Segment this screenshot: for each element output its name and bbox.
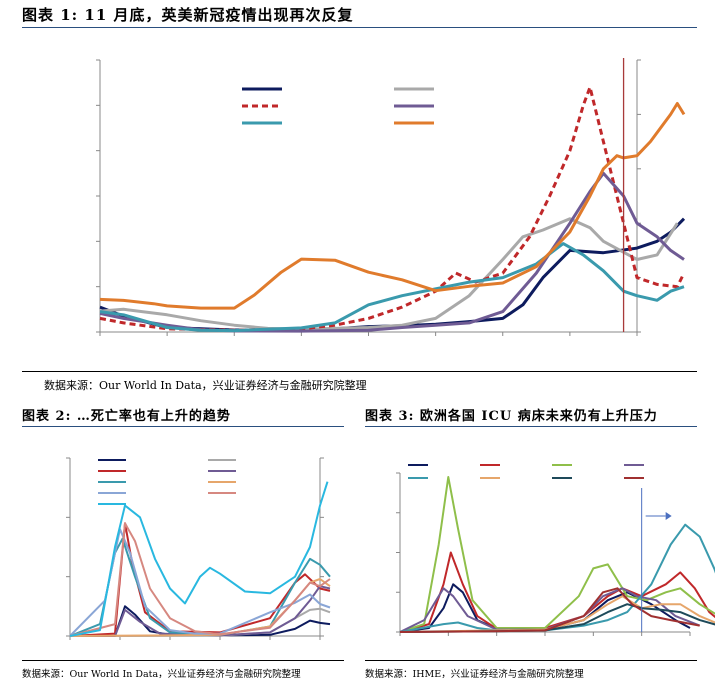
figure-3-source-rule — [365, 660, 697, 661]
figure-1-source-rule — [22, 371, 697, 372]
forecast-arrowhead — [665, 512, 672, 520]
series-line-8 — [69, 481, 329, 637]
figure-1-source: 数据来源：Our World In Data，兴业证券经济与金融研究院整理 — [44, 379, 367, 392]
figure-3-source: 数据来源：IHME，兴业证券经济与金融研究院整理 — [365, 669, 584, 680]
figure-3-title: 图表 3: 欧洲各国 ICU 病床未来仍有上升压力 — [365, 409, 658, 424]
figure-2-title-rule — [22, 426, 344, 427]
chart-1 — [96, 58, 686, 336]
figure-3-title-rule — [365, 426, 697, 427]
series-line-2 — [99, 85, 686, 332]
series-line-2 — [399, 476, 715, 633]
figure-2-source-rule — [22, 660, 344, 661]
figure-2-source: 数据来源：Our World In Data，兴业证券经济与金融研究院整理 — [22, 669, 301, 680]
series-line-5 — [99, 102, 686, 310]
series-line-7 — [69, 522, 331, 637]
series-line-3 — [70, 585, 331, 637]
chart-2 — [66, 457, 331, 640]
chart-3 — [396, 464, 715, 636]
figure-1-title-rule — [22, 27, 697, 28]
figure-1-title: 图表 1: 11 月底，英美新冠疫情出现再次反复 — [22, 6, 354, 24]
figure-2-title: 图表 2: …死亡率也有上升的趋势 — [22, 409, 231, 424]
series-line-7 — [399, 587, 700, 633]
series-line-1 — [99, 217, 679, 331]
series-line-4 — [399, 523, 715, 633]
series-line-4 — [99, 242, 685, 333]
series-line-6 — [399, 603, 715, 633]
